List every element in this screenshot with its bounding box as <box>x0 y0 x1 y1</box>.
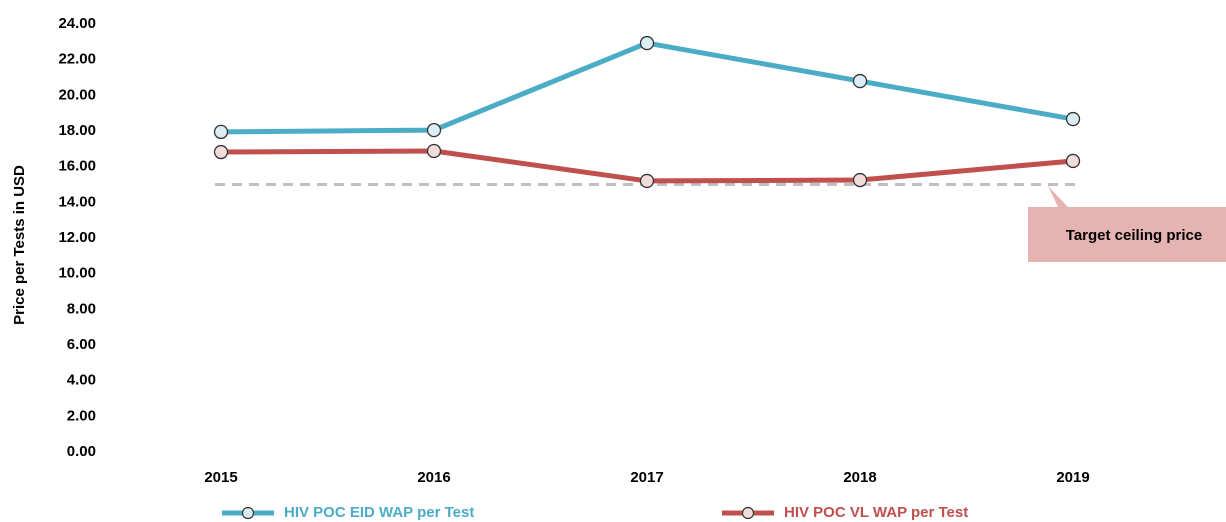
y-tick-label: 12.00 <box>58 229 96 246</box>
x-tick-label: 2019 <box>1056 469 1089 486</box>
y-tick-label: 20.00 <box>58 86 96 103</box>
data-point <box>852 172 868 188</box>
x-tick-label: 2018 <box>843 469 876 486</box>
data-point <box>852 73 868 89</box>
legend-marker <box>241 506 255 520</box>
annotation-box <box>1028 207 1226 262</box>
legend-label: HIV POC VL WAP per Test <box>784 504 968 521</box>
x-tick-label: 2017 <box>630 469 663 486</box>
data-point <box>213 144 229 160</box>
data-point <box>426 143 442 159</box>
data-point <box>213 124 229 140</box>
y-tick-label: 8.00 <box>67 300 96 317</box>
y-tick-label: 6.00 <box>67 336 96 353</box>
data-point <box>639 35 655 51</box>
y-axis-label: Price per Tests in USD <box>11 165 28 325</box>
data-point <box>426 122 442 138</box>
y-tick-label: 18.00 <box>58 122 96 139</box>
x-tick-label: 2016 <box>417 469 450 486</box>
y-tick-label: 22.00 <box>58 51 96 68</box>
data-point <box>1065 111 1081 127</box>
y-tick-label: 2.00 <box>67 407 96 424</box>
data-point <box>1065 153 1081 169</box>
data-point <box>639 173 655 189</box>
annotation-text: Target ceiling price <box>1066 227 1202 244</box>
y-tick-label: 4.00 <box>67 372 96 389</box>
legend-marker <box>741 506 755 520</box>
y-tick-label: 16.00 <box>58 158 96 175</box>
y-tick-label: 10.00 <box>58 265 96 282</box>
y-tick-label: 0.00 <box>67 443 96 460</box>
y-tick-label: 24.00 <box>58 15 96 32</box>
x-tick-label: 2015 <box>204 469 237 486</box>
series-line <box>220 40 1074 135</box>
y-tick-label: 14.00 <box>58 193 96 210</box>
legend-label: HIV POC EID WAP per Test <box>284 504 474 521</box>
